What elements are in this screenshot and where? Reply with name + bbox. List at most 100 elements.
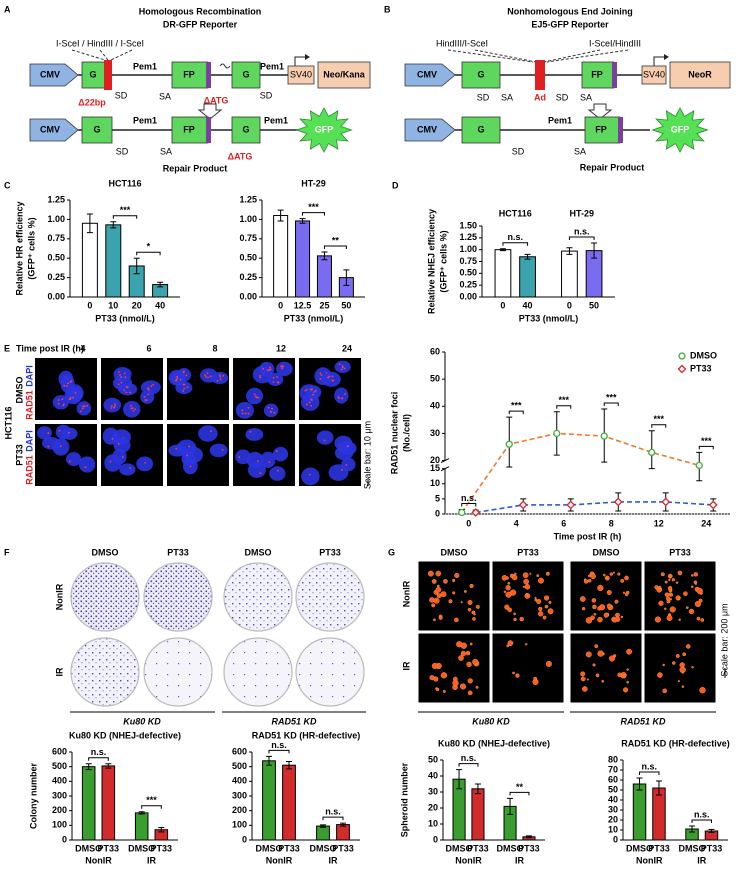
spheroid: [669, 593, 673, 597]
focus: [309, 388, 312, 391]
arrow-head: [305, 54, 310, 60]
error-bar: [566, 247, 573, 255]
diagram-label: SD: [477, 92, 490, 102]
y-tick-label: 0: [613, 834, 618, 844]
focus: [82, 405, 84, 407]
spheroid: [435, 570, 442, 577]
spheroid: [467, 678, 473, 684]
spheroid: [435, 687, 440, 692]
spheroid: [657, 588, 662, 593]
colony-dish: [143, 637, 213, 707]
significance-bracket: [698, 445, 714, 450]
focus: [313, 391, 316, 393]
spheroid: [460, 601, 463, 604]
bar: [316, 255, 332, 298]
y-tick-label: 50: [430, 374, 440, 384]
significance-bracket: [461, 502, 477, 507]
y-tick-label: 1.25: [459, 232, 477, 242]
y-tick-label: 600: [52, 746, 67, 756]
gene-box: [231, 116, 261, 144]
focus: [183, 383, 186, 386]
y-tick-label: 0.00: [47, 291, 65, 301]
x-tick-label: PT33: [467, 843, 489, 853]
marker: [600, 432, 608, 440]
focus: [275, 450, 278, 453]
spheroid: [513, 617, 517, 622]
stain-label: RAD51: [24, 390, 34, 420]
y-tick-label: 60: [430, 346, 440, 356]
significance-bracket: [302, 212, 325, 216]
significance-bracket: [88, 757, 109, 761]
x-tick-label: 25: [319, 300, 329, 310]
diagram-a: Homologous Recombination DR-GFP Reporter: [29, 6, 371, 144]
spheroid: [452, 679, 459, 687]
group-label: IR: [697, 855, 707, 865]
focus: [143, 395, 146, 398]
diagram-title: Nonhomologous End Joining: [507, 6, 632, 16]
y-axis-label: Spheroid number: [399, 762, 409, 837]
nucleus: [199, 368, 218, 383]
diagram-label: ΔATG: [228, 151, 253, 161]
spheroid: [603, 573, 606, 577]
x-axis-label: PT33 (nmol/L): [95, 313, 155, 323]
focus: [84, 466, 87, 469]
chart-title: Ku80 KD (NHEJ-defective): [69, 730, 181, 740]
significance-label: n.s.: [325, 807, 341, 817]
column-label: PT33: [319, 547, 341, 557]
error-bar: [105, 763, 112, 769]
time-label: Time post IR (h): [16, 343, 84, 353]
diagram-label: SD: [512, 146, 525, 156]
focus: [259, 472, 262, 475]
focus: [186, 386, 189, 389]
spheroid: [668, 575, 672, 578]
sv40-box: [287, 65, 315, 85]
legend-label: DMSO: [690, 350, 717, 360]
stain-label: RAD51: [24, 455, 34, 485]
group-label: NonIR: [266, 855, 293, 865]
diagram-b: Nonhomologous End Joining EJ5-GFP Report…: [404, 6, 731, 144]
nucleus: [276, 361, 293, 377]
diagram-label: Pem1: [260, 61, 284, 71]
spheroid: [681, 685, 685, 688]
focus: [270, 411, 273, 413]
error-bar: [86, 213, 93, 234]
spheroid: [505, 591, 512, 598]
focus: [281, 367, 284, 370]
focus: [238, 456, 241, 459]
spheroid: [626, 680, 629, 684]
y-tick-label: 0.75: [459, 256, 477, 266]
marker: [613, 497, 623, 507]
focus: [126, 386, 129, 389]
focus: [111, 437, 114, 440]
marker: [518, 500, 528, 510]
x-tick-label: DMSO: [626, 843, 653, 853]
significance-label: ***: [606, 392, 617, 402]
spheroid: [440, 672, 448, 679]
error-bar: [158, 827, 165, 833]
spheroid: [671, 578, 675, 582]
focus: [255, 396, 258, 399]
bar: [101, 765, 116, 841]
y-axis-label: (No./cell): [401, 414, 411, 452]
cut-site-lines: [447, 49, 629, 63]
significance-label: n.s.: [641, 761, 657, 771]
row-label: NonIR: [401, 580, 411, 607]
focus: [262, 367, 265, 370]
x-axis-label: Time post IR (h): [554, 531, 622, 541]
diagram-label: HindIII/I-SceI: [436, 38, 488, 48]
bar: [632, 783, 647, 841]
focus: [47, 432, 50, 435]
x-tick-label: PT33: [98, 843, 120, 853]
focus: [114, 405, 116, 407]
spheroid: [597, 650, 604, 657]
spheroid: [685, 644, 691, 649]
focus: [216, 379, 219, 382]
marker: [505, 440, 513, 448]
chart-title: HCT116: [108, 178, 141, 188]
spheroid: [505, 585, 511, 591]
spheroid: [467, 600, 473, 605]
focus: [129, 467, 132, 469]
time-tick-label: 12: [276, 343, 286, 353]
focus: [267, 369, 269, 372]
